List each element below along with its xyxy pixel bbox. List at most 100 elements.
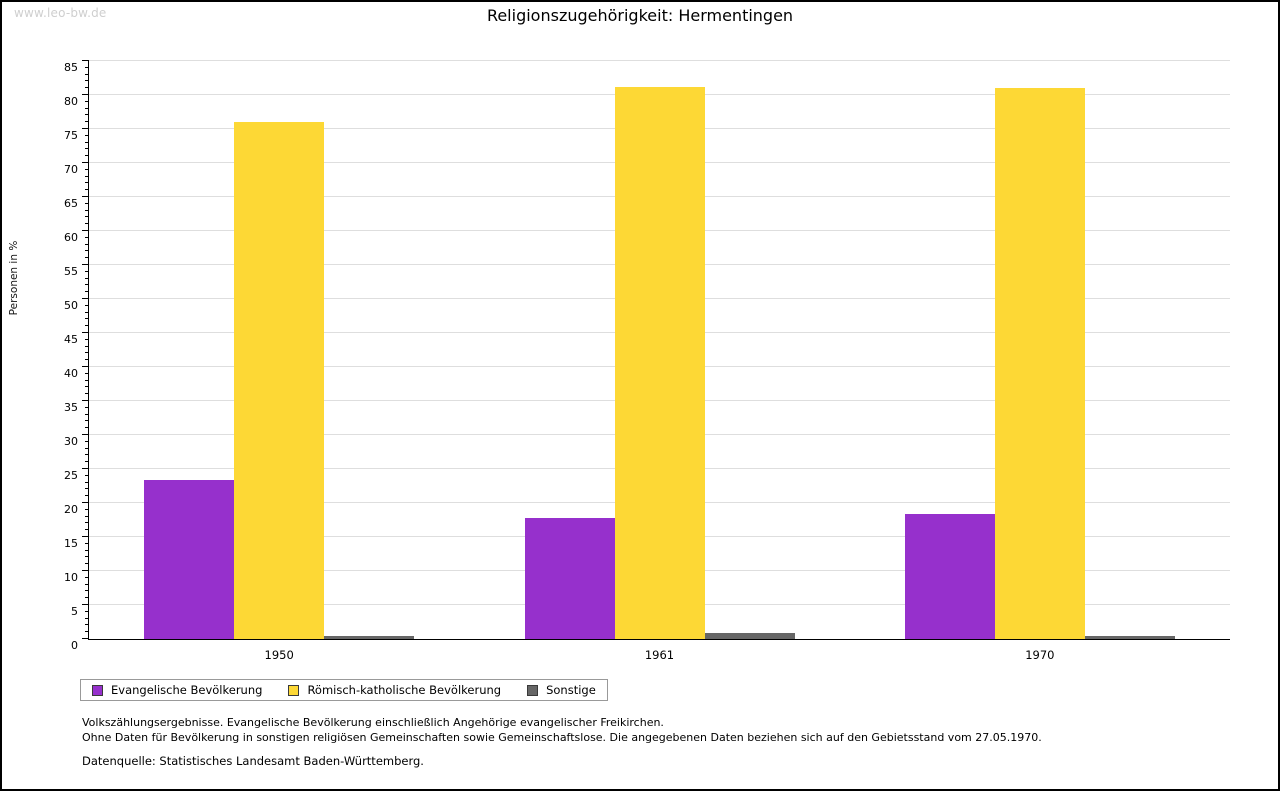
y-axis-tick-minor: [85, 556, 89, 558]
y-axis-tick-major: [82, 570, 89, 571]
legend-swatch-icon: [288, 684, 300, 696]
bar[interactable]: [324, 636, 415, 639]
y-axis-tick-minor: [85, 250, 89, 252]
watermark: www.leo-bw.de: [14, 6, 107, 20]
bar-group: 1961: [524, 61, 795, 662]
y-axis-tick-major: [82, 298, 89, 299]
y-axis-tick-minor: [85, 474, 89, 476]
footnotes: Volkszählungsergebnisse. Evangelische Be…: [82, 715, 1042, 745]
y-axis-tick-minor: [85, 549, 89, 551]
y-axis-tick-minor: [85, 393, 89, 395]
y-axis-tick-major: [82, 400, 89, 401]
y-axis-tick-minor: [85, 447, 89, 449]
source-note: Datenquelle: Statistisches Landesamt Bad…: [82, 754, 424, 768]
x-axis-tick-label: 1970: [1025, 648, 1055, 662]
y-axis-tick-minor: [85, 216, 89, 218]
y-axis-tick-minor: [85, 236, 89, 238]
y-axis-tick-minor: [85, 270, 89, 272]
legend: Evangelische Bevölkerung Römisch-katholis…: [80, 679, 608, 701]
y-axis-tick-minor: [85, 386, 89, 388]
y-axis-tick-minor: [85, 481, 89, 483]
y-axis-tick-major: [82, 468, 89, 469]
y-axis-tick-minor: [85, 597, 89, 599]
bar[interactable]: [994, 88, 1085, 639]
y-axis-tick-major: [82, 264, 89, 265]
bar[interactable]: [524, 517, 615, 639]
y-axis-tick-major: [82, 332, 89, 333]
y-axis-tick-minor: [85, 420, 89, 422]
legend-item[interactable]: Römisch-katholische Bevölkerung: [288, 683, 501, 697]
y-axis-tick-minor: [85, 624, 89, 626]
y-axis-label: Personen in %: [8, 240, 20, 316]
y-axis-tick-minor: [85, 202, 89, 204]
y-axis-tick-major: [82, 60, 89, 61]
y-axis-tick-minor: [85, 66, 89, 68]
y-axis-tick-minor: [85, 318, 89, 320]
legend-swatch-icon: [92, 684, 103, 696]
y-axis-tick-minor: [85, 121, 89, 123]
y-axis-tick-minor: [85, 243, 89, 245]
y-axis-tick-major: [82, 230, 89, 231]
y-axis-tick-major: [82, 94, 89, 95]
y-axis-tick-major: [82, 502, 89, 503]
bar[interactable]: [1084, 636, 1175, 639]
y-axis-tick-minor: [85, 488, 89, 490]
y-axis-tick-minor: [85, 175, 89, 177]
y-axis-tick-minor: [85, 141, 89, 143]
bar[interactable]: [904, 513, 995, 639]
y-axis-tick-minor: [85, 576, 89, 578]
bar[interactable]: [704, 632, 795, 639]
y-axis-tick-minor: [85, 427, 89, 429]
y-axis-tick-major: [82, 128, 89, 129]
y-axis-tick-minor: [85, 80, 89, 82]
x-axis-tick-label: 1961: [644, 648, 675, 662]
y-axis-tick-minor: [85, 284, 89, 286]
y-axis-tick-minor: [85, 311, 89, 313]
y-axis-tick-minor: [85, 345, 89, 347]
legend-item[interactable]: Evangelische Bevölkerung: [92, 683, 262, 697]
page-title: Religionszugehörigkeit: Hermentingen: [486, 6, 794, 25]
y-axis-tick-major: [82, 604, 89, 605]
y-axis-tick-minor: [85, 291, 89, 293]
bar[interactable]: [614, 86, 705, 639]
legend-item[interactable]: Sonstige: [527, 683, 596, 697]
bar[interactable]: [234, 121, 325, 639]
y-axis-tick-minor: [85, 508, 89, 510]
y-axis-tick-minor: [85, 563, 89, 565]
y-axis-tick-minor: [85, 495, 89, 497]
y-axis-tick-major: [82, 196, 89, 197]
footnote-line-1: Volkszählungsergebnisse. Evangelische Be…: [82, 716, 664, 729]
y-axis-tick-minor: [85, 148, 89, 150]
y-axis-tick-minor: [85, 73, 89, 75]
y-axis-tick-minor: [85, 542, 89, 544]
y-axis-tick-minor: [85, 413, 89, 415]
y-axis-tick-minor: [85, 406, 89, 408]
y-axis-tick-major: [82, 536, 89, 537]
bar-group: 1950: [144, 61, 415, 662]
y-axis-tick-minor: [85, 522, 89, 524]
y-axis-tick-minor: [85, 100, 89, 102]
y-axis-tick-minor: [85, 631, 89, 633]
y-axis-tick-major: [82, 366, 89, 367]
y-axis-tick-minor: [85, 461, 89, 463]
legend-item-label: Sonstige: [546, 683, 596, 697]
y-gridline: [89, 60, 1230, 61]
y-axis-tick-minor: [85, 325, 89, 327]
y-axis-tick-minor: [85, 610, 89, 612]
y-axis-tick-minor: [85, 617, 89, 619]
y-axis-tick-minor: [85, 454, 89, 456]
plot-area: 0 5 10 15 20 25 30 35 40 45 50 55 60 65 70 75 80 85 1950 19…: [64, 60, 1230, 662]
y-axis-tick-minor: [85, 209, 89, 211]
y-axis-tick-minor: [85, 583, 89, 585]
y-axis-tick-major: [82, 162, 89, 163]
bar[interactable]: [144, 479, 235, 639]
y-axis-tick-major: [82, 434, 89, 435]
legend-swatch-icon: [527, 684, 539, 696]
y-axis-tick-minor: [85, 338, 89, 340]
y-axis-tick-minor: [85, 134, 89, 136]
y-axis-tick-minor: [85, 529, 89, 531]
y-axis-tick-minor: [85, 359, 89, 361]
x-axis-tick-label: 1950: [264, 648, 294, 662]
y-axis-tick-minor: [85, 223, 89, 225]
